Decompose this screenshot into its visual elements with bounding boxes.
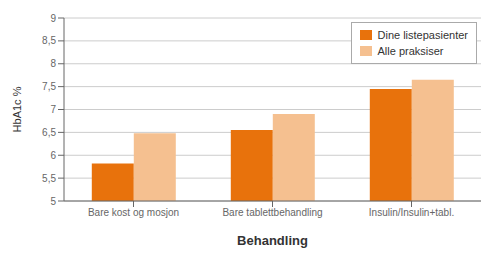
svg-text:Insulin/Insulin+tabl.: Insulin/Insulin+tabl.: [369, 207, 454, 218]
svg-text:5: 5: [50, 196, 56, 207]
svg-text:6: 6: [50, 150, 56, 161]
svg-text:HbA1c %: HbA1c %: [11, 86, 23, 132]
svg-text:7,5: 7,5: [42, 81, 56, 92]
svg-text:9: 9: [50, 13, 56, 24]
svg-text:5,5: 5,5: [42, 173, 56, 184]
svg-text:8: 8: [50, 58, 56, 69]
svg-text:7: 7: [50, 104, 56, 115]
svg-text:Bare kost og mosjon: Bare kost og mosjon: [88, 207, 179, 218]
svg-text:6,5: 6,5: [42, 127, 56, 138]
svg-text:Bare tablettbehandling: Bare tablettbehandling: [222, 207, 322, 218]
svg-text:Behandling: Behandling: [237, 233, 308, 248]
html-text:Alle praksiser: Alle praksiser: [377, 45, 444, 57]
html-text:Dine listepasienter: Dine listepasienter: [377, 29, 468, 41]
svg-text:8,5: 8,5: [42, 35, 56, 46]
